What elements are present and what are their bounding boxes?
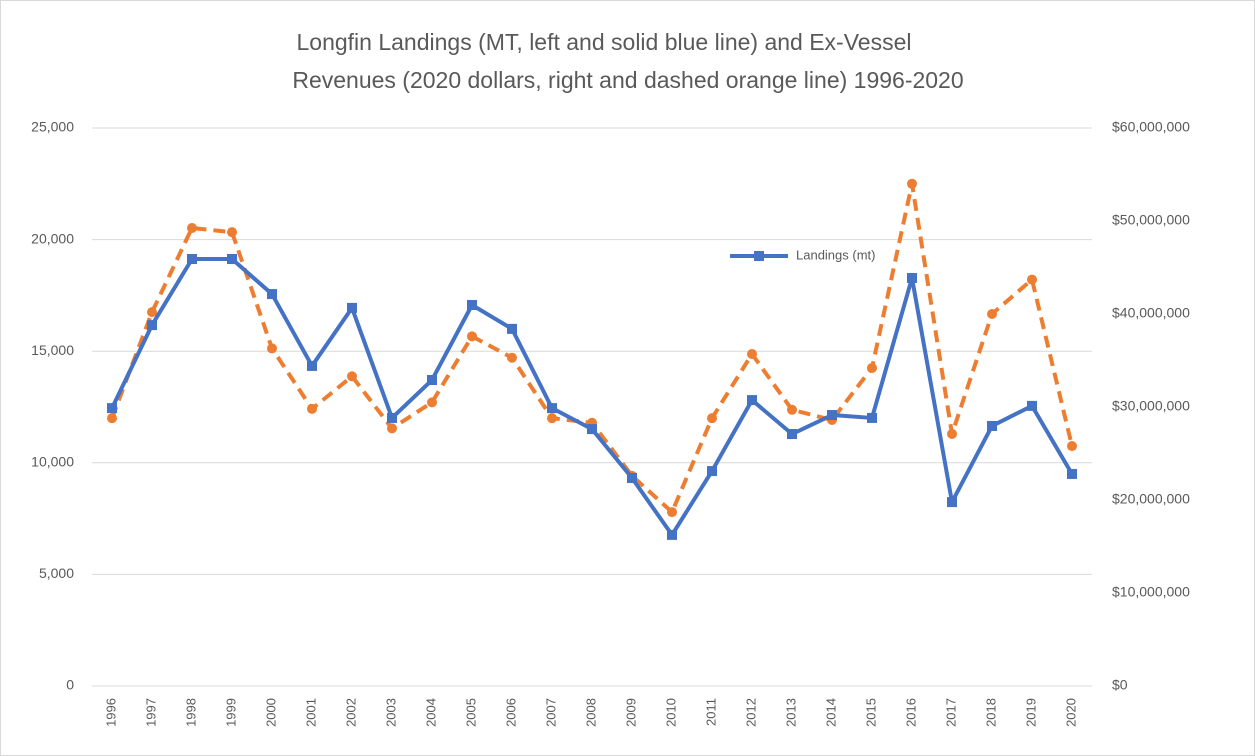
marker [427, 374, 437, 385]
y2-tick-label: $20,000,000 [1112, 491, 1190, 507]
y2-tick-label: $60,000,000 [1112, 119, 1190, 135]
marker [467, 299, 477, 310]
marker [867, 362, 877, 373]
x-tick-label: 2005 [463, 698, 478, 727]
marker [307, 403, 317, 414]
y-tick-label: 25,000 [31, 119, 74, 135]
x-tick-label: 2001 [303, 698, 318, 727]
marker [747, 348, 757, 359]
x-tick-label: 1997 [143, 698, 158, 727]
marker [1027, 274, 1037, 285]
y-tick-label: 0 [66, 677, 74, 693]
y-tick-label: 15,000 [31, 342, 74, 358]
marker [867, 412, 877, 423]
y2-tick-label: $10,000,000 [1112, 584, 1190, 600]
x-tick-label: 2017 [943, 698, 958, 727]
x-tick-label: 2006 [503, 698, 518, 727]
marker [387, 423, 397, 434]
marker [707, 466, 717, 477]
marker [147, 320, 157, 331]
marker [667, 529, 677, 540]
marker [467, 331, 477, 342]
legend-label: Landings (mt) [796, 247, 875, 262]
x-tick-label: 2003 [383, 698, 398, 727]
marker [587, 424, 597, 435]
marker [227, 254, 237, 265]
y2-tick-label: $0 [1112, 677, 1128, 693]
y-tick-label: 5,000 [39, 565, 74, 581]
x-tick-label: 2008 [583, 698, 598, 727]
x-tick-label: 2010 [663, 698, 678, 727]
marker [387, 412, 397, 423]
marker [267, 289, 277, 300]
marker [787, 404, 797, 415]
legend-marker [754, 251, 764, 261]
x-tick-label: 2018 [983, 698, 998, 727]
marker [347, 302, 357, 313]
x-tick-label: 2004 [423, 698, 438, 727]
marker [907, 178, 917, 189]
marker [1067, 468, 1077, 479]
x-tick-label: 2007 [543, 698, 558, 727]
x-tick-label: 2012 [743, 698, 758, 727]
marker [547, 413, 557, 424]
x-tick-label: 1999 [223, 698, 238, 727]
marker [227, 227, 237, 238]
marker [667, 507, 677, 518]
marker [347, 371, 357, 382]
x-tick-label: 2016 [903, 698, 918, 727]
marker [547, 403, 557, 414]
x-tick-label: 2019 [1023, 698, 1038, 727]
marker [107, 403, 117, 414]
marker [267, 343, 277, 354]
marker [947, 497, 957, 508]
y-tick-label: 20,000 [31, 230, 74, 246]
x-tick-label: 1998 [183, 698, 198, 727]
marker [507, 323, 517, 334]
marker [1067, 441, 1077, 452]
x-tick-label: 2014 [823, 698, 838, 727]
x-tick-label: 2015 [863, 698, 878, 727]
marker [187, 222, 197, 233]
chart-title: Longfin Landings (MT, left and solid blu… [297, 29, 912, 55]
marker [907, 272, 917, 283]
marker [627, 472, 637, 483]
marker [307, 360, 317, 371]
chart-title: Revenues (2020 dollars, right and dashed… [292, 67, 963, 93]
marker [1027, 400, 1037, 411]
y-tick-label: 10,000 [31, 454, 74, 470]
marker [507, 352, 517, 363]
marker [827, 410, 837, 421]
x-tick-label: 2013 [783, 698, 798, 727]
x-tick-label: 2020 [1063, 698, 1078, 727]
x-tick-label: 1996 [103, 698, 118, 727]
marker [947, 428, 957, 439]
y2-tick-label: $30,000,000 [1112, 398, 1190, 414]
marker [747, 395, 757, 406]
x-tick-label: 2000 [263, 698, 278, 727]
marker [787, 429, 797, 440]
marker [987, 420, 997, 431]
marker [987, 309, 997, 319]
x-tick-label: 2011 [703, 698, 718, 726]
y2-tick-label: $50,000,000 [1112, 212, 1190, 228]
marker [707, 413, 717, 424]
marker [187, 254, 197, 265]
marker [147, 307, 157, 318]
marker [427, 397, 437, 408]
y2-tick-label: $40,000,000 [1112, 305, 1190, 321]
x-tick-label: 2002 [343, 698, 358, 727]
marker [107, 413, 117, 424]
x-tick-label: 2009 [623, 698, 638, 727]
